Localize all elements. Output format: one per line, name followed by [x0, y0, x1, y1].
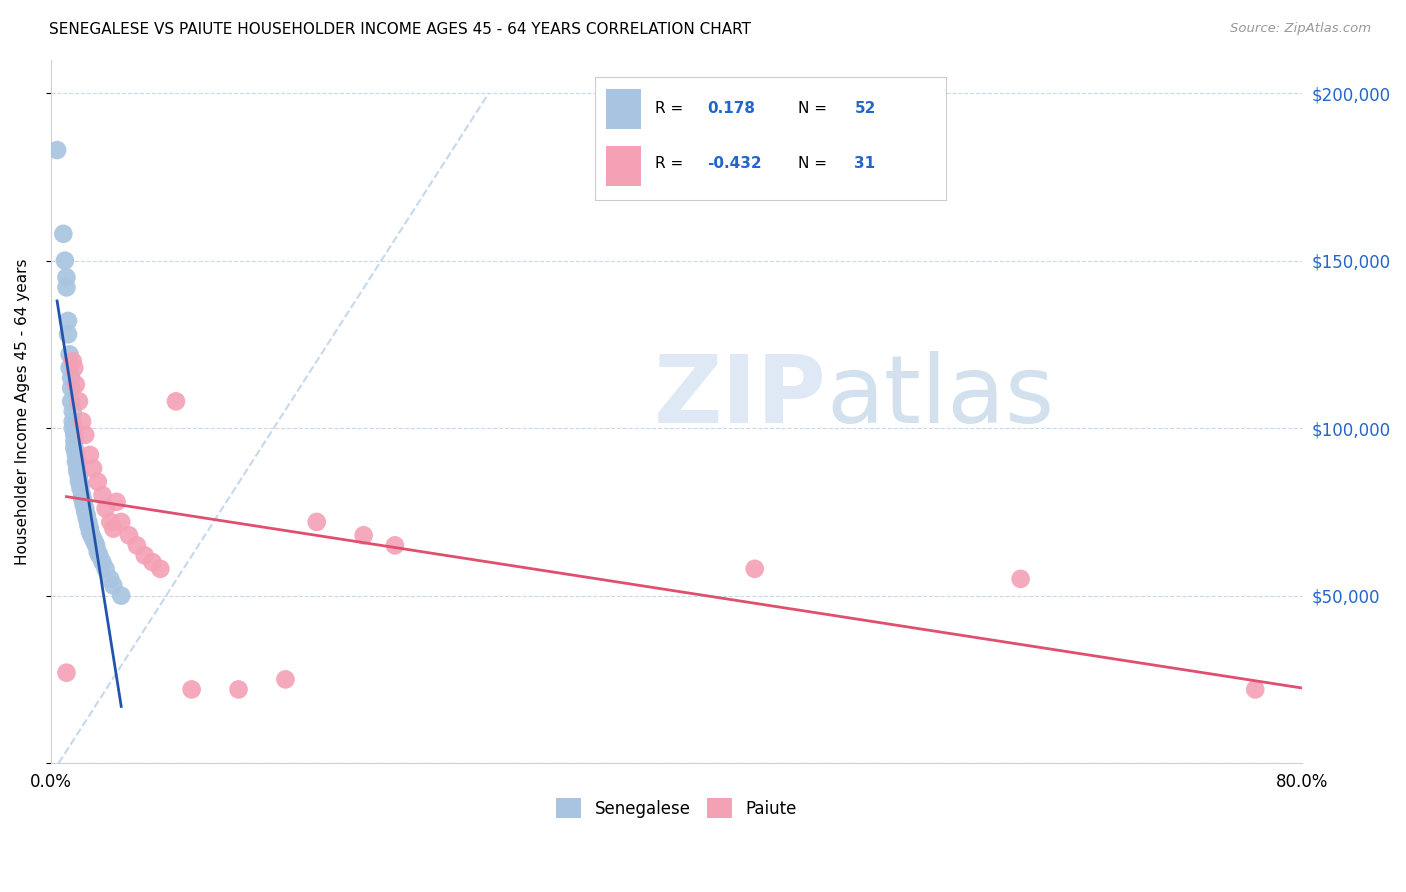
- Point: [79, 448, 101, 462]
- Point: [228, 682, 250, 697]
- Point: [384, 538, 406, 552]
- Point: [77, 518, 100, 533]
- Point: [118, 528, 141, 542]
- Point: [55, 270, 77, 285]
- Point: [103, 578, 125, 592]
- Point: [94, 562, 117, 576]
- Point: [744, 562, 766, 576]
- Point: [165, 394, 187, 409]
- Point: [77, 515, 100, 529]
- Point: [65, 455, 87, 469]
- Point: [1244, 682, 1267, 697]
- Point: [66, 461, 89, 475]
- Point: [73, 498, 96, 512]
- Point: [82, 532, 104, 546]
- Point: [73, 495, 96, 509]
- Text: ZIP: ZIP: [654, 351, 827, 443]
- Point: [67, 471, 90, 485]
- Point: [70, 414, 93, 428]
- Point: [89, 549, 111, 563]
- Text: Source: ZipAtlas.com: Source: ZipAtlas.com: [1230, 22, 1371, 36]
- Point: [67, 475, 90, 489]
- Point: [141, 555, 163, 569]
- Point: [69, 482, 91, 496]
- Point: [59, 347, 82, 361]
- Point: [103, 522, 125, 536]
- Point: [46, 143, 69, 157]
- Point: [125, 538, 148, 552]
- Point: [67, 468, 90, 483]
- Point: [65, 377, 87, 392]
- Point: [75, 505, 97, 519]
- Point: [66, 455, 89, 469]
- Point: [55, 280, 77, 294]
- Point: [274, 673, 297, 687]
- Y-axis label: Householder Income Ages 45 - 64 years: Householder Income Ages 45 - 64 years: [15, 258, 30, 565]
- Point: [53, 253, 76, 268]
- Point: [110, 515, 132, 529]
- Point: [65, 448, 87, 462]
- Point: [353, 528, 375, 542]
- Point: [110, 589, 132, 603]
- Point: [69, 478, 91, 492]
- Point: [65, 444, 87, 458]
- Text: SENEGALESE VS PAIUTE HOUSEHOLDER INCOME AGES 45 - 64 YEARS CORRELATION CHART: SENEGALESE VS PAIUTE HOUSEHOLDER INCOME …: [49, 22, 751, 37]
- Point: [55, 665, 77, 680]
- Point: [98, 515, 121, 529]
- Point: [56, 314, 79, 328]
- Point: [76, 511, 98, 525]
- Point: [149, 562, 172, 576]
- Point: [134, 549, 156, 563]
- Point: [62, 421, 84, 435]
- Point: [63, 360, 86, 375]
- Point: [82, 461, 104, 475]
- Point: [91, 488, 114, 502]
- Point: [98, 572, 121, 586]
- Point: [91, 555, 114, 569]
- Point: [75, 427, 97, 442]
- Point: [59, 360, 82, 375]
- Point: [76, 508, 98, 523]
- Point: [66, 465, 89, 479]
- Point: [63, 441, 86, 455]
- Point: [60, 394, 83, 409]
- Point: [52, 227, 75, 241]
- Point: [60, 371, 83, 385]
- Point: [70, 488, 93, 502]
- Point: [79, 524, 101, 539]
- Point: [80, 528, 103, 542]
- Point: [56, 327, 79, 342]
- Point: [75, 501, 97, 516]
- Point: [60, 381, 83, 395]
- Point: [94, 501, 117, 516]
- Legend: Senegalese, Paiute: Senegalese, Paiute: [550, 791, 803, 825]
- Point: [62, 354, 84, 368]
- Point: [63, 434, 86, 449]
- Point: [62, 414, 84, 428]
- Point: [105, 495, 128, 509]
- Point: [83, 535, 105, 549]
- Text: atlas: atlas: [827, 351, 1054, 443]
- Point: [63, 427, 86, 442]
- Point: [84, 538, 107, 552]
- Point: [87, 475, 110, 489]
- Point: [305, 515, 328, 529]
- Point: [180, 682, 202, 697]
- Point: [79, 522, 101, 536]
- Point: [70, 491, 93, 506]
- Point: [87, 545, 110, 559]
- Point: [62, 404, 84, 418]
- Point: [67, 394, 90, 409]
- Point: [1010, 572, 1032, 586]
